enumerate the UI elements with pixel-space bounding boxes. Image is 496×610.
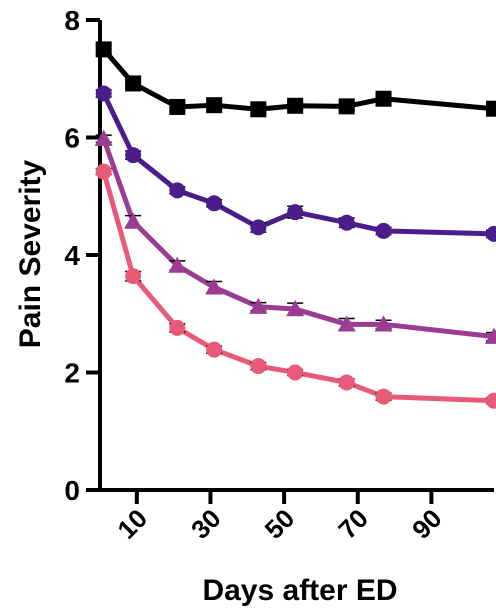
series-0-point-4	[250, 101, 267, 118]
series-0-point-7	[375, 90, 392, 107]
series-2-point-2	[168, 256, 187, 273]
series-3-point-6	[338, 374, 355, 391]
series-3-point-7	[375, 388, 392, 405]
series-0-point-6	[338, 98, 355, 115]
series-3-point-2	[169, 319, 186, 336]
x-tick-label-0: 10	[111, 503, 153, 545]
series-0-point-8	[486, 100, 496, 117]
series-3-point-1	[125, 268, 142, 285]
x-tick-label-2: 50	[259, 503, 301, 545]
series-2	[94, 129, 496, 344]
series-0-point-3	[206, 97, 223, 114]
series-2-point-5	[286, 300, 305, 317]
series-3-point-8	[486, 392, 496, 409]
series-0	[95, 41, 496, 118]
series-2-point-7	[374, 315, 393, 332]
series-1-point-4	[250, 219, 267, 236]
series-3-point-5	[287, 364, 304, 381]
y-tick-label-2: 4	[64, 240, 80, 271]
series-2-point-3	[205, 278, 224, 295]
series-0-point-0	[95, 41, 112, 58]
series-3-point-4	[250, 358, 267, 375]
series-2-point-8	[485, 327, 496, 344]
series-1	[95, 85, 496, 242]
series-layer	[94, 41, 496, 409]
x-axis-title: Days after ED	[202, 574, 397, 607]
series-1-point-8	[486, 225, 496, 242]
x-tick-label-3: 70	[332, 503, 374, 545]
y-tick-label-3: 6	[64, 123, 80, 154]
series-1-point-2	[169, 182, 186, 199]
series-1-point-5	[287, 204, 304, 221]
series-0-point-1	[125, 75, 142, 92]
y-tick-label-0: 0	[64, 475, 80, 506]
series-2-point-6	[337, 315, 356, 332]
series-1-point-0	[95, 85, 112, 102]
series-3-point-3	[206, 341, 223, 358]
y-tick-label-1: 2	[64, 358, 80, 389]
x-axis: 10 30 50 70 90	[98, 488, 494, 545]
series-1-point-6	[338, 214, 355, 231]
y-tick-label-4: 8	[64, 5, 80, 36]
y-axis: 0 2 4 6 8	[64, 5, 102, 506]
series-0-point-5	[287, 97, 304, 114]
series-0-point-2	[169, 98, 186, 115]
series-2-point-1	[124, 212, 143, 229]
series-2-point-4	[249, 297, 268, 314]
series-3	[95, 163, 496, 409]
y-axis-title: Pain Severity	[14, 159, 47, 348]
series-3-point-0	[95, 163, 112, 180]
series-1-point-1	[125, 147, 142, 164]
series-1-point-7	[375, 222, 392, 239]
series-1-point-3	[206, 195, 223, 212]
x-tick-label-4: 90	[406, 503, 448, 545]
series-2-point-0	[94, 129, 113, 146]
x-tick-label-1: 30	[185, 503, 227, 545]
